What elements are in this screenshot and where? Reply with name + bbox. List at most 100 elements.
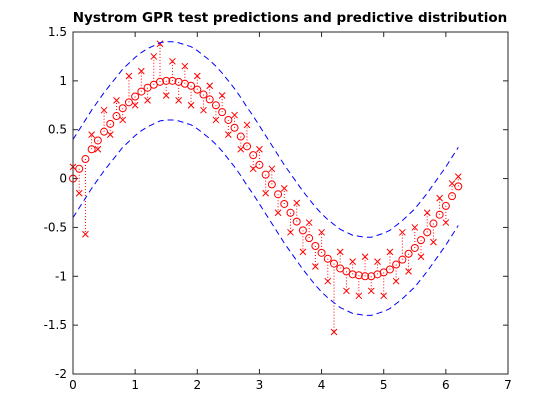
prediction-marker	[211, 101, 220, 110]
observation-marker	[212, 116, 220, 124]
observation-marker	[162, 92, 170, 99]
prediction-marker	[317, 248, 326, 257]
observation-marker	[94, 145, 102, 153]
prediction-marker	[398, 255, 407, 264]
observation-marker	[225, 131, 232, 138]
observation-marker	[88, 131, 95, 138]
prediction-marker	[286, 208, 295, 217]
prediction-marker	[280, 199, 289, 208]
observation-marker	[312, 263, 319, 270]
prediction-marker	[187, 81, 196, 90]
chart-title: Nystrom GPR test predictions and predict…	[73, 10, 508, 26]
x-tick-label: 0	[69, 378, 77, 392]
observation-marker	[82, 230, 89, 238]
observation-marker	[169, 57, 176, 65]
prediction-marker	[205, 95, 214, 104]
observation-marker	[380, 292, 388, 300]
prediction-marker	[75, 164, 84, 173]
prediction-marker	[267, 180, 276, 189]
observation-marker	[287, 228, 294, 236]
observation-marker	[150, 53, 158, 60]
observation-marker	[367, 287, 375, 295]
prediction-marker	[292, 217, 301, 226]
prediction-marker	[193, 85, 202, 94]
observation-marker	[237, 145, 245, 153]
prediction-marker	[230, 123, 239, 132]
prediction-marker	[417, 236, 425, 245]
y-tick-label: 0	[59, 172, 67, 186]
prediction-marker	[87, 145, 96, 154]
observation-marker	[243, 121, 251, 129]
prediction-marker	[243, 142, 251, 151]
observation-marker	[399, 228, 406, 236]
observation-marker	[374, 258, 381, 265]
prediction-marker	[385, 265, 394, 274]
observation-marker	[249, 165, 257, 173]
observation-marker	[262, 189, 269, 197]
prediction-marker	[274, 190, 283, 199]
bound-line	[72, 119, 459, 316]
observation-marker	[256, 145, 263, 153]
observation-marker	[200, 106, 207, 114]
observation-marker	[330, 328, 338, 336]
bound-line	[72, 41, 459, 238]
prediction-marker	[435, 210, 444, 219]
prediction-marker	[124, 98, 133, 107]
observation-marker	[193, 72, 201, 80]
observation-marker	[349, 258, 356, 265]
prediction-marker	[255, 160, 264, 169]
prediction-marker	[236, 132, 245, 141]
observation-marker	[75, 189, 83, 197]
prediction-marker	[131, 92, 140, 101]
observation-marker	[299, 248, 307, 256]
prediction-marker	[454, 182, 463, 191]
observation-marker	[411, 224, 419, 231]
prediction-marker	[361, 272, 370, 281]
prediction-marker	[156, 77, 164, 86]
prediction-marker	[348, 270, 357, 279]
observation-marker	[355, 292, 363, 300]
y-tick-label: -1	[55, 269, 67, 283]
prediction-marker	[261, 170, 270, 179]
observation-marker	[280, 184, 288, 192]
prediction-marker	[429, 219, 438, 228]
observation-marker	[106, 131, 114, 138]
prediction-marker	[423, 228, 432, 237]
observation-marker	[386, 248, 394, 256]
observation-marker	[392, 277, 400, 285]
observation-marker	[436, 194, 443, 202]
x-tick-label: 2	[193, 378, 201, 392]
prediction-marker	[100, 127, 109, 136]
x-tick-label: 1	[131, 378, 139, 392]
observation-marker	[324, 277, 332, 285]
observation-marker	[181, 62, 189, 70]
observation-marker	[336, 248, 344, 256]
prediction-marker	[441, 201, 450, 210]
observation-marker	[138, 67, 145, 75]
prediction-marker	[112, 112, 121, 121]
observation-marker	[423, 209, 431, 217]
plot-area	[73, 32, 508, 374]
prediction-marker	[162, 76, 171, 85]
prediction-marker	[81, 155, 90, 164]
axes-box	[72, 31, 509, 375]
prediction-marker	[392, 260, 401, 269]
observation-marker	[175, 97, 182, 104]
prediction-marker	[93, 136, 102, 145]
prediction-marker	[330, 259, 338, 268]
observation-marker	[448, 180, 456, 187]
prediction-marker	[118, 104, 127, 113]
observation-marker	[417, 253, 425, 261]
prediction-marker	[106, 119, 115, 128]
observation-marker	[343, 287, 350, 295]
x-tick-label: 6	[442, 378, 450, 392]
prediction-marker	[298, 226, 307, 235]
observation-marker	[125, 72, 133, 80]
observation-marker	[318, 228, 325, 236]
prediction-marker	[305, 234, 314, 243]
observation-marker	[405, 268, 412, 275]
prediction-marker	[323, 254, 332, 263]
observation-marker	[361, 253, 369, 261]
